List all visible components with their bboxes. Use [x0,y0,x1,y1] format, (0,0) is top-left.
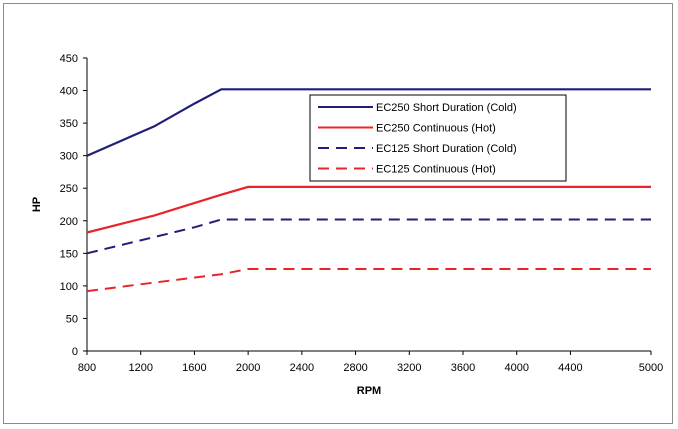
x-tick-label: 1600 [182,362,206,374]
series-line-1 [86,88,651,157]
y-tick-label: 250 [60,183,78,195]
series-line-2 [86,185,651,234]
series-line-4 [86,268,651,293]
chart-axes [83,57,652,355]
y-tick-label: 300 [60,151,78,163]
series-line-3 [86,218,651,255]
x-tick-labels: 800 1200 1600 2000 2400 2800 3200 3600 4000 4400 5… [78,362,663,374]
x-tick-label: 3200 [397,362,421,374]
legend-label: EC125 Continuous (Hot) [376,164,496,176]
y-axis-label: HP [31,197,43,212]
y-tick-label: 200 [60,216,78,228]
legend-box [309,94,567,182]
y-tick-label: 100 [60,281,78,293]
x-tick-label: 800 [78,362,96,374]
legend: EC250 Short Duration (Cold) EC250 Continu… [309,94,567,182]
x-tick-label: 5000 [639,362,663,374]
x-tick-label: 2000 [236,362,260,374]
x-tick-label: 3600 [451,362,475,374]
legend-label: EC250 Continuous (Hot) [376,123,496,135]
legend-label: EC125 Short Duration (Cold) [376,143,517,155]
y-tick-label: 150 [60,248,78,260]
x-tick-label: 4000 [504,362,528,374]
y-tick-label: 50 [66,313,78,325]
chart-frame [3,3,673,424]
x-tick-label: 4400 [558,362,582,374]
y-tick-label: 0 [72,346,78,358]
y-tick-label: 450 [60,53,78,65]
x-tick-label: 2400 [290,362,314,374]
y-tick-labels: 0 50 100 150 200 250 300 350 400 450 [60,53,78,358]
legend-label: EC250 Short Duration (Cold) [376,102,517,114]
y-tick-label: 350 [60,118,78,130]
x-tick-label: 2800 [343,362,367,374]
series-lines [86,88,651,293]
x-axis-label: RPM [357,385,381,397]
x-tick-label: 1200 [128,362,152,374]
y-tick-label: 400 [60,86,78,98]
